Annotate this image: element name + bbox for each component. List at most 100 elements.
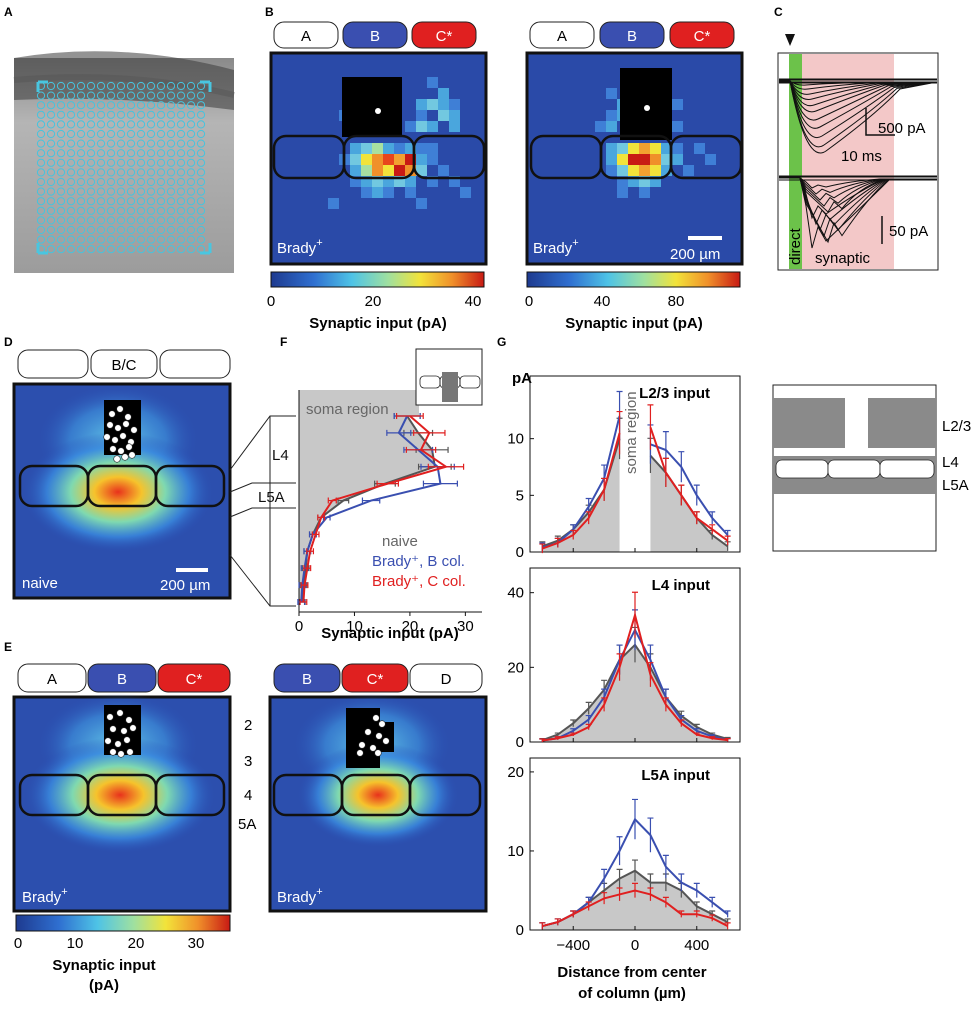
- error-bar: [632, 882, 638, 898]
- error-bar: [647, 817, 654, 853]
- naive-area: [299, 416, 435, 602]
- y-tick-label: 0: [516, 922, 524, 939]
- error-bar: [405, 446, 437, 453]
- error-bar: [570, 728, 577, 733]
- colorbar-label: Synaptic input (pA): [565, 315, 703, 332]
- error-bar: [422, 480, 458, 487]
- error-bar: [709, 524, 716, 534]
- error-bar: [570, 719, 577, 727]
- g-ylabel-unit: pA: [512, 370, 532, 387]
- map-label: naive: [22, 575, 58, 592]
- layer-number: 5A: [238, 816, 256, 833]
- error-bar: [585, 701, 592, 715]
- chart-f: 0 10 20 30: [295, 390, 482, 635]
- panel-b-left-columns: A B C*: [273, 21, 477, 49]
- layer-label: L5A: [258, 489, 285, 506]
- error-bar: [601, 868, 608, 888]
- column-label: C*: [694, 28, 711, 45]
- chart-title: L4 input: [652, 577, 710, 594]
- panel-b-right-columns: A B C*: [529, 21, 735, 49]
- error-bar: [376, 480, 399, 487]
- error-bar: [601, 477, 608, 501]
- error-bar: [585, 901, 592, 911]
- chart-title: L5A input: [641, 767, 710, 784]
- error-bar: [678, 719, 685, 727]
- error-bar: [662, 457, 669, 487]
- error-bar: [601, 697, 608, 712]
- error-bar: [539, 543, 546, 554]
- panel-b-right-map: Brady+ 200 µm: [525, 51, 744, 266]
- error-bar: [303, 565, 312, 572]
- colorbar-tick: 80: [668, 293, 685, 310]
- y-tick-label: 40: [507, 585, 524, 602]
- error-bar: [616, 836, 623, 866]
- series-line-1: [650, 443, 729, 536]
- panel-b-right-colorbar: 0 40 80 Synaptic input (pA): [525, 271, 741, 332]
- g-soma-label: soma region: [623, 391, 640, 474]
- colorbar-tick: 0: [525, 293, 533, 310]
- legend-naive: naive: [382, 533, 418, 550]
- colorbar-tick: 0: [14, 935, 22, 952]
- error-bar: [616, 410, 623, 455]
- error-bar: [554, 736, 561, 740]
- colorbar-tick: 20: [365, 293, 382, 310]
- error-bar: [693, 882, 700, 898]
- chart-g-l23: L2/3 input 0 5 10: [507, 375, 741, 561]
- g-schematic: L2/3 L4 L5A: [772, 384, 971, 552]
- error-bar: [386, 429, 412, 436]
- error-bar: [616, 868, 623, 888]
- y-tick-label: 0: [516, 544, 524, 561]
- scale-label: 10 ms: [841, 148, 882, 165]
- panel-b-left-map: Brady+: [269, 51, 488, 266]
- column-label: D: [441, 671, 452, 688]
- layer-numbers: 2 3 4 5A: [238, 717, 256, 833]
- error-bar: [647, 404, 654, 450]
- error-bar: [632, 591, 638, 638]
- y-tick-label: 20: [507, 764, 524, 781]
- colorbar-tick: 10: [67, 935, 84, 952]
- column-label: A: [557, 28, 567, 45]
- panel-e-right-map: Brady+: [268, 693, 488, 913]
- colorbar-tick: 40: [594, 293, 611, 310]
- error-bar: [427, 463, 465, 470]
- legend-brady-c: Brady⁺, C col.: [372, 573, 466, 590]
- x-tick-label: 0: [631, 937, 639, 954]
- error-bar: [300, 582, 309, 589]
- error-bar: [570, 732, 577, 737]
- panel-e-left-map: Brady+: [12, 693, 232, 913]
- error-bar: [616, 887, 623, 901]
- column-label: B/C: [111, 357, 136, 374]
- d-f-connector: L4 L5A: [229, 415, 296, 607]
- stimulation-grid: [36, 81, 206, 254]
- error-bar: [361, 497, 381, 504]
- error-bar: [724, 738, 731, 742]
- x-tick-label: 0: [295, 618, 303, 635]
- error-bar: [724, 535, 731, 546]
- soma-region-label: soma region: [306, 401, 389, 418]
- layer-number: 3: [244, 753, 252, 770]
- panel-b-left-colorbar: 0 20 40 Synaptic input (pA): [267, 271, 485, 332]
- colorbar-label: (pA): [89, 977, 119, 994]
- schematic-layer-label: L2/3: [942, 418, 971, 435]
- colorbar-label: Synaptic input (pA): [309, 315, 447, 332]
- schematic-layer-label: L5A: [942, 477, 969, 494]
- error-bar: [632, 859, 638, 882]
- f-inset: [415, 348, 483, 406]
- y-tick-label: 10: [507, 843, 524, 860]
- chart-title: L2/3 input: [639, 385, 710, 402]
- scale-bar: [176, 568, 208, 572]
- scale-label: 500 pA: [878, 120, 926, 137]
- naive-area: [542, 438, 620, 552]
- panel-e-left-columns: A B C*: [17, 663, 231, 693]
- panel-c-traces: 500 pA 10 ms 50 pA direct synaptic: [777, 34, 939, 271]
- panel-label-b: B: [265, 5, 274, 19]
- error-bar: [413, 429, 446, 436]
- map-label: Brady+: [533, 237, 579, 257]
- column-label: A: [47, 671, 57, 688]
- panel-label-f: F: [280, 335, 287, 349]
- column-label: C*: [367, 671, 384, 688]
- colorbar-tick: 0: [267, 293, 275, 310]
- error-bar: [647, 887, 654, 901]
- error-bar: [709, 511, 716, 525]
- error-bar: [585, 723, 592, 730]
